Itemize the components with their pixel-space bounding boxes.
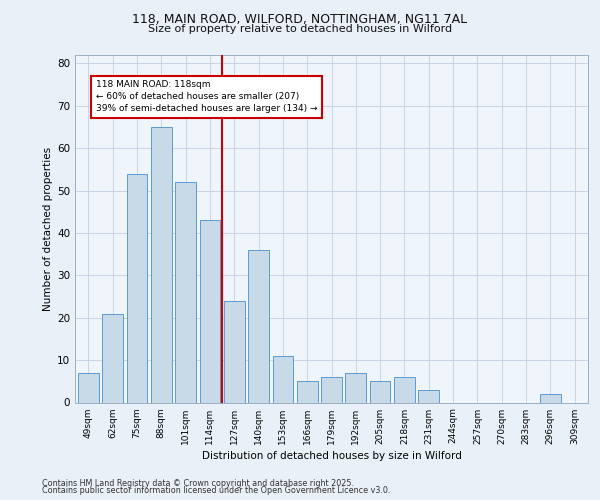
Bar: [175, 182, 196, 402]
Text: Contains public sector information licensed under the Open Government Licence v3: Contains public sector information licen…: [42, 486, 391, 495]
Bar: [297, 382, 317, 402]
Bar: [394, 377, 415, 402]
Bar: [248, 250, 269, 402]
Bar: [418, 390, 439, 402]
Bar: [346, 373, 366, 402]
Text: Contains HM Land Registry data © Crown copyright and database right 2025.: Contains HM Land Registry data © Crown c…: [42, 478, 354, 488]
Bar: [224, 301, 245, 402]
Bar: [370, 382, 391, 402]
Bar: [200, 220, 220, 402]
Bar: [78, 373, 99, 402]
Text: 118, MAIN ROAD, WILFORD, NOTTINGHAM, NG11 7AL: 118, MAIN ROAD, WILFORD, NOTTINGHAM, NG1…: [133, 12, 467, 26]
Bar: [272, 356, 293, 403]
Bar: [540, 394, 560, 402]
Text: Size of property relative to detached houses in Wilford: Size of property relative to detached ho…: [148, 24, 452, 34]
Y-axis label: Number of detached properties: Number of detached properties: [43, 146, 53, 311]
Bar: [321, 377, 342, 402]
Bar: [151, 127, 172, 402]
Bar: [103, 314, 123, 402]
Text: 118 MAIN ROAD: 118sqm
← 60% of detached houses are smaller (207)
39% of semi-det: 118 MAIN ROAD: 118sqm ← 60% of detached …: [95, 80, 317, 113]
Bar: [127, 174, 148, 402]
X-axis label: Distribution of detached houses by size in Wilford: Distribution of detached houses by size …: [202, 450, 461, 460]
